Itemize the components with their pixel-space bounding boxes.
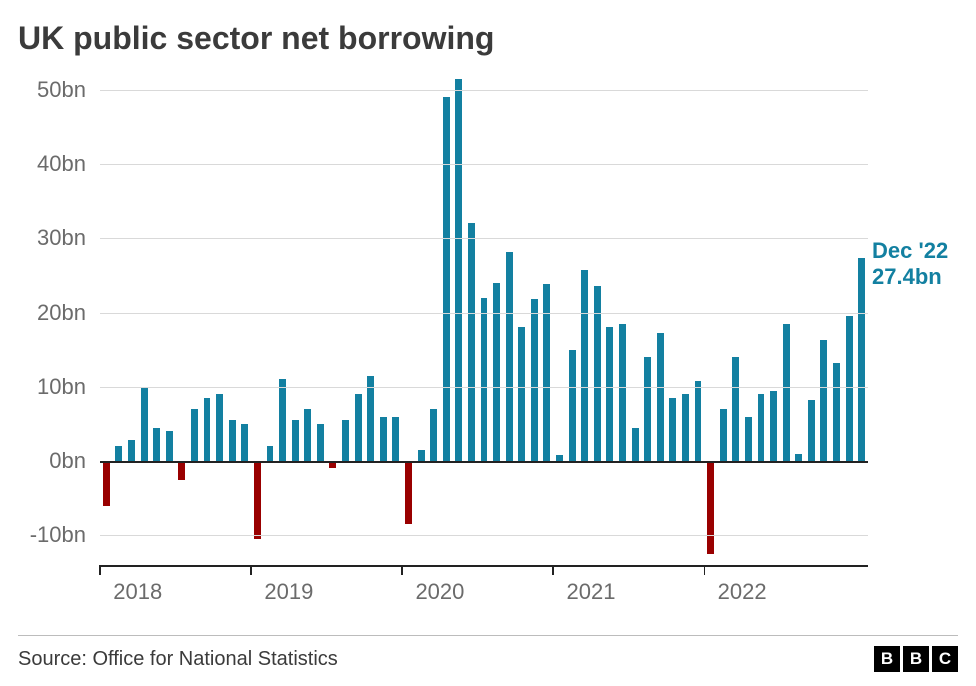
bar <box>795 454 802 461</box>
bar <box>518 327 525 461</box>
bbc-logo: B B C <box>874 646 958 672</box>
bar <box>128 440 135 461</box>
bar <box>468 223 475 461</box>
chart-area: -10bn 0bn 10bn 20bn 30bn 40bn 50bn 20182019202… <box>18 75 958 615</box>
callout-label: Dec '22 27.4bn <box>872 238 958 289</box>
bar <box>669 398 676 461</box>
gridline <box>100 90 868 91</box>
x-tick <box>99 565 101 575</box>
x-tick <box>401 565 403 575</box>
bottom-axis-line <box>100 565 868 567</box>
bar <box>531 299 538 461</box>
bar <box>166 431 173 461</box>
bar <box>241 424 248 461</box>
bar <box>317 424 324 461</box>
bar <box>153 428 160 461</box>
bar <box>418 450 425 461</box>
callout-line2: 27.4bn <box>872 264 958 289</box>
bar <box>455 79 462 461</box>
gridline <box>100 387 868 388</box>
x-tick <box>552 565 554 575</box>
gridline <box>100 313 868 314</box>
bar <box>632 428 639 461</box>
logo-block: B <box>903 646 929 672</box>
bar <box>229 420 236 461</box>
bar <box>745 417 752 462</box>
bar <box>342 420 349 461</box>
gridline <box>100 238 868 239</box>
bar <box>732 357 739 461</box>
bar <box>820 340 827 461</box>
y-tick-label: 0bn <box>49 448 86 474</box>
bar <box>178 461 185 480</box>
logo-block: B <box>874 646 900 672</box>
bar <box>783 324 790 461</box>
bar <box>355 394 362 461</box>
bar <box>707 461 714 554</box>
bar <box>267 446 274 461</box>
plot-area: 20182019202020212022 <box>100 75 868 565</box>
bar <box>216 394 223 461</box>
callout-line1: Dec '22 <box>872 238 958 263</box>
bar <box>644 357 651 461</box>
bar <box>380 417 387 462</box>
bar <box>367 376 374 461</box>
bar <box>619 324 626 461</box>
bar <box>204 398 211 461</box>
bar <box>543 284 550 461</box>
bar <box>682 394 689 461</box>
y-tick-label: 50bn <box>37 77 86 103</box>
bar <box>405 461 412 524</box>
bar <box>493 283 500 461</box>
bar <box>833 363 840 461</box>
y-tick-label: -10bn <box>30 522 86 548</box>
bar <box>191 409 198 461</box>
bar <box>304 409 311 461</box>
x-tick <box>250 565 252 575</box>
y-tick-label: 40bn <box>37 151 86 177</box>
y-tick-label: 20bn <box>37 300 86 326</box>
bars-container <box>100 75 868 565</box>
bar <box>858 258 865 461</box>
chart-title: UK public sector net borrowing <box>18 20 958 57</box>
bar <box>569 350 576 461</box>
gridline <box>100 164 868 165</box>
bar <box>443 97 450 461</box>
y-axis: -10bn 0bn 10bn 20bn 30bn 40bn 50bn <box>18 75 96 615</box>
footer: Source: Office for National Statistics B… <box>18 635 958 672</box>
logo-block: C <box>932 646 958 672</box>
bar <box>808 400 815 461</box>
bar <box>430 409 437 461</box>
bar <box>115 446 122 461</box>
bar <box>141 387 148 461</box>
gridline <box>100 535 868 536</box>
bar <box>292 420 299 461</box>
source-text: Source: Office for National Statistics <box>18 648 338 671</box>
bar <box>254 461 261 539</box>
bar <box>770 391 777 462</box>
y-tick-label: 10bn <box>37 374 86 400</box>
bar <box>720 409 727 461</box>
bar <box>695 381 702 461</box>
bar <box>758 394 765 461</box>
bar <box>392 417 399 462</box>
zero-axis-line <box>100 461 868 463</box>
bar <box>481 298 488 461</box>
bar <box>103 461 110 506</box>
bar <box>581 270 588 462</box>
bar <box>279 379 286 461</box>
bar <box>606 327 613 461</box>
bar <box>657 333 664 461</box>
y-tick-label: 30bn <box>37 225 86 251</box>
x-tick <box>704 565 706 575</box>
bar <box>506 252 513 461</box>
bar <box>846 316 853 461</box>
